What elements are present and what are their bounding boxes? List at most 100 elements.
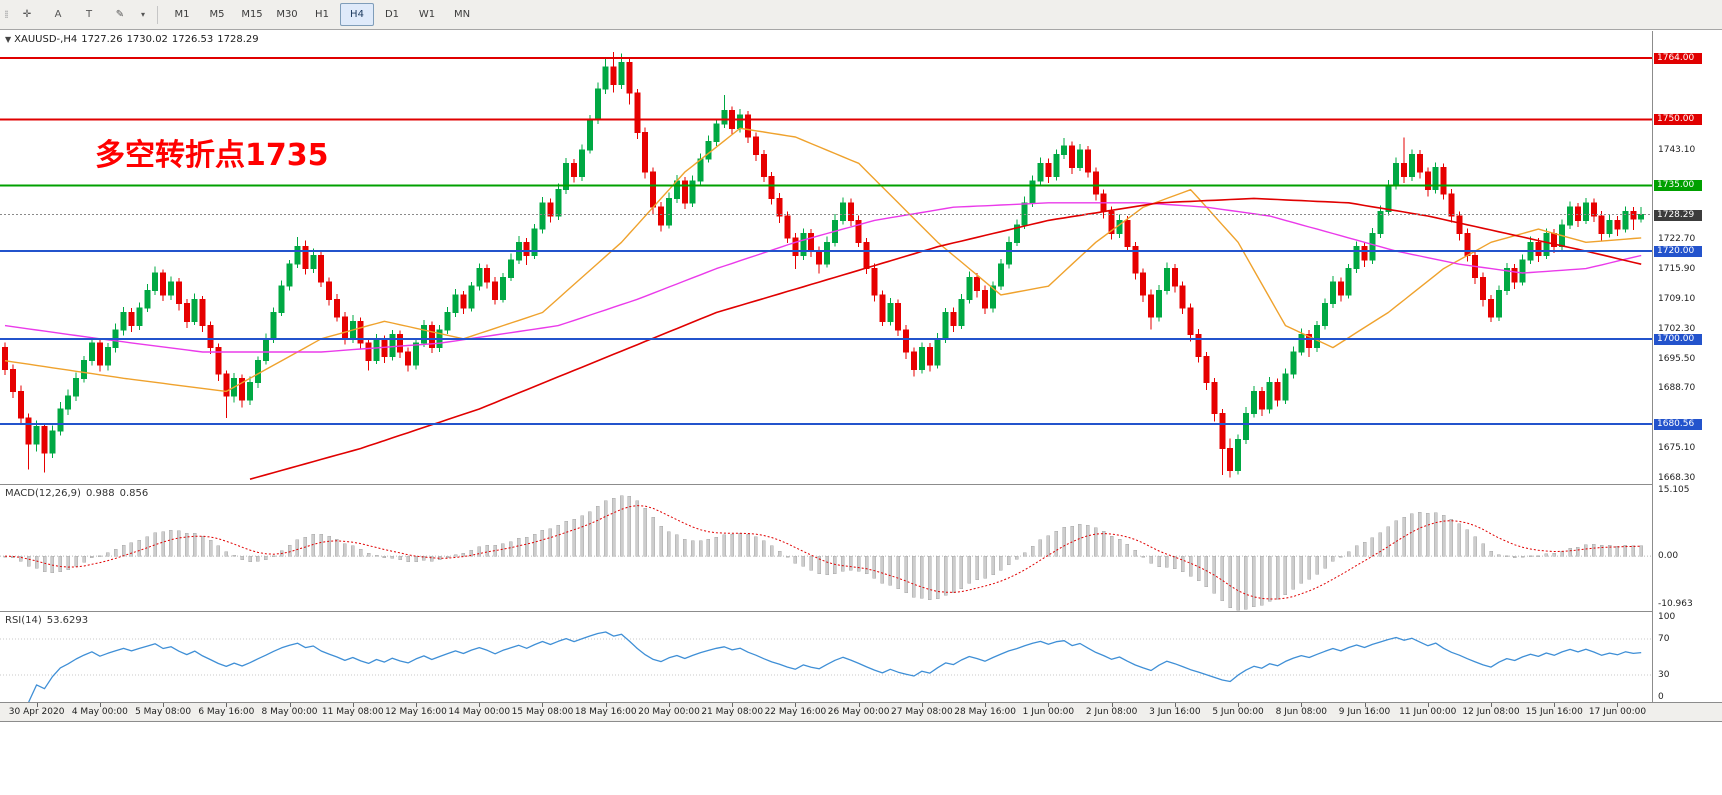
macd-bar [1173, 555, 1177, 570]
macd-bar [406, 555, 410, 563]
timeframe-m5-button[interactable]: M5 [209, 9, 225, 20]
candle-body [602, 66, 609, 90]
time-tick [1301, 703, 1303, 707]
ma-orange-line [4, 127, 1642, 393]
candle-body [65, 395, 72, 410]
macd-bar [287, 545, 292, 557]
macd-bar [1125, 543, 1130, 557]
candle-body [966, 276, 973, 300]
candle-body [895, 303, 902, 331]
time-tick [99, 703, 101, 707]
rsi-label: RSI(14) 53.6293 [5, 615, 93, 626]
timeframe-w1-button[interactable]: W1 [418, 9, 436, 20]
macd-bar [635, 500, 640, 557]
draw-tool-button[interactable]: ✎ [115, 9, 125, 20]
timeframe-m15-button[interactable]: M15 [241, 9, 263, 20]
timeframe-m30-button[interactable]: M30 [276, 9, 298, 20]
time-axis-label: 18 May 16:00 [574, 707, 637, 717]
macd-bar [208, 539, 213, 557]
macd-bar [42, 555, 47, 573]
macd-bar [1631, 545, 1636, 557]
macd-bar [1244, 555, 1248, 610]
time-tick [732, 703, 734, 707]
timeframe-h4-button[interactable]: H4 [340, 3, 374, 26]
rsi-title: RSI(14) [5, 615, 42, 626]
main-chart-canvas[interactable] [0, 30, 1652, 484]
toolbar-drag-handle[interactable]: ⁞⁞ [4, 8, 9, 21]
price-level-label: 1720.00 [1654, 246, 1702, 258]
macd-bar [1346, 551, 1351, 557]
candle-body [1069, 145, 1076, 169]
time-tick [1174, 703, 1176, 707]
draw-tool-caret[interactable]: ▾ [140, 10, 145, 19]
symbol-info: ▼ XAUUSD-,H4 1727.26 1730.02 1726.53 1728.29 [5, 34, 263, 45]
rsi-axis-label: 100 [1658, 612, 1676, 622]
macd-indicator-canvas[interactable] [0, 485, 1652, 611]
macd-bar [738, 532, 742, 557]
candle-body [152, 272, 159, 292]
macd-bar [1038, 539, 1043, 557]
time-axis-label: 1 Jun 00:00 [1022, 707, 1075, 717]
macd-histogram [3, 495, 1643, 611]
ohlc-low: 1726.53 [171, 34, 214, 45]
macd-bar [485, 544, 489, 557]
macd-bar [1473, 536, 1477, 557]
macd-bar [445, 555, 450, 558]
macd-bar [1188, 555, 1193, 577]
candle-body [855, 219, 862, 243]
timeframe-h1-button[interactable]: H1 [315, 9, 329, 20]
macd-bar [461, 552, 466, 557]
candle-body [1432, 167, 1439, 191]
candle-body [1258, 390, 1265, 410]
candle-body [1187, 307, 1194, 335]
timeframe-d1-button[interactable]: D1 [384, 9, 400, 20]
timeframe-m1-button[interactable]: M1 [174, 9, 190, 20]
candle-body [1171, 268, 1178, 287]
macd-bar [1149, 555, 1153, 564]
candle-body [1021, 202, 1028, 226]
macd-bar [335, 539, 339, 557]
price-axis[interactable]: 1743.10 1722.70 1715.90 1709.10 1702.30 1695.… [1652, 31, 1722, 702]
macd-bar [224, 551, 229, 557]
macd-bar [414, 555, 418, 563]
macd-bar [841, 555, 845, 572]
macd-bar [358, 548, 363, 557]
time-tick [479, 703, 481, 707]
macd-bar [1133, 549, 1138, 557]
macd-bar [667, 531, 671, 557]
macd-bar [1576, 546, 1580, 557]
candle-body [768, 176, 775, 199]
candle-body [17, 390, 24, 419]
macd-bar [1252, 555, 1256, 607]
text-annotation-tool-button[interactable]: A [54, 9, 62, 20]
macd-bar [256, 555, 260, 562]
price-level-label: 1750.00 [1654, 114, 1702, 126]
time-tick [542, 703, 544, 707]
candle-body [1393, 162, 1400, 186]
macd-bar [564, 520, 568, 557]
chart-annotation-text[interactable]: 多空转折点1735 [95, 138, 329, 173]
crosshair-tool-button[interactable]: ✛ [22, 9, 32, 20]
macd-bar [382, 555, 387, 558]
rsi-indicator-canvas[interactable] [0, 612, 1652, 702]
macd-bar [1331, 555, 1335, 562]
time-tick [1617, 703, 1619, 707]
pane-separator [0, 611, 1722, 612]
candle-body [531, 228, 538, 256]
time-axis-label: 8 Jun 08:00 [1275, 707, 1328, 717]
candle-body [1053, 154, 1060, 178]
candle-body [910, 351, 917, 371]
textbox-tool-button[interactable]: T [85, 9, 93, 20]
price-tick-label: 1695.50 [1658, 353, 1696, 364]
time-axis[interactable]: 30 Apr 2020 4 May 00:00 5 May 08:00 6 May 1… [0, 703, 1722, 721]
macd-bar [1109, 536, 1114, 557]
toolbar-separator [157, 5, 158, 24]
macd-bar [912, 555, 916, 598]
candle-body [1140, 272, 1147, 296]
collapse-icon[interactable]: ▼ [5, 35, 12, 44]
candle-body [1622, 211, 1629, 230]
macd-bar [619, 495, 624, 557]
candle-body [1377, 211, 1384, 235]
candle-body [333, 298, 340, 318]
timeframe-mn-button[interactable]: MN [453, 9, 471, 20]
